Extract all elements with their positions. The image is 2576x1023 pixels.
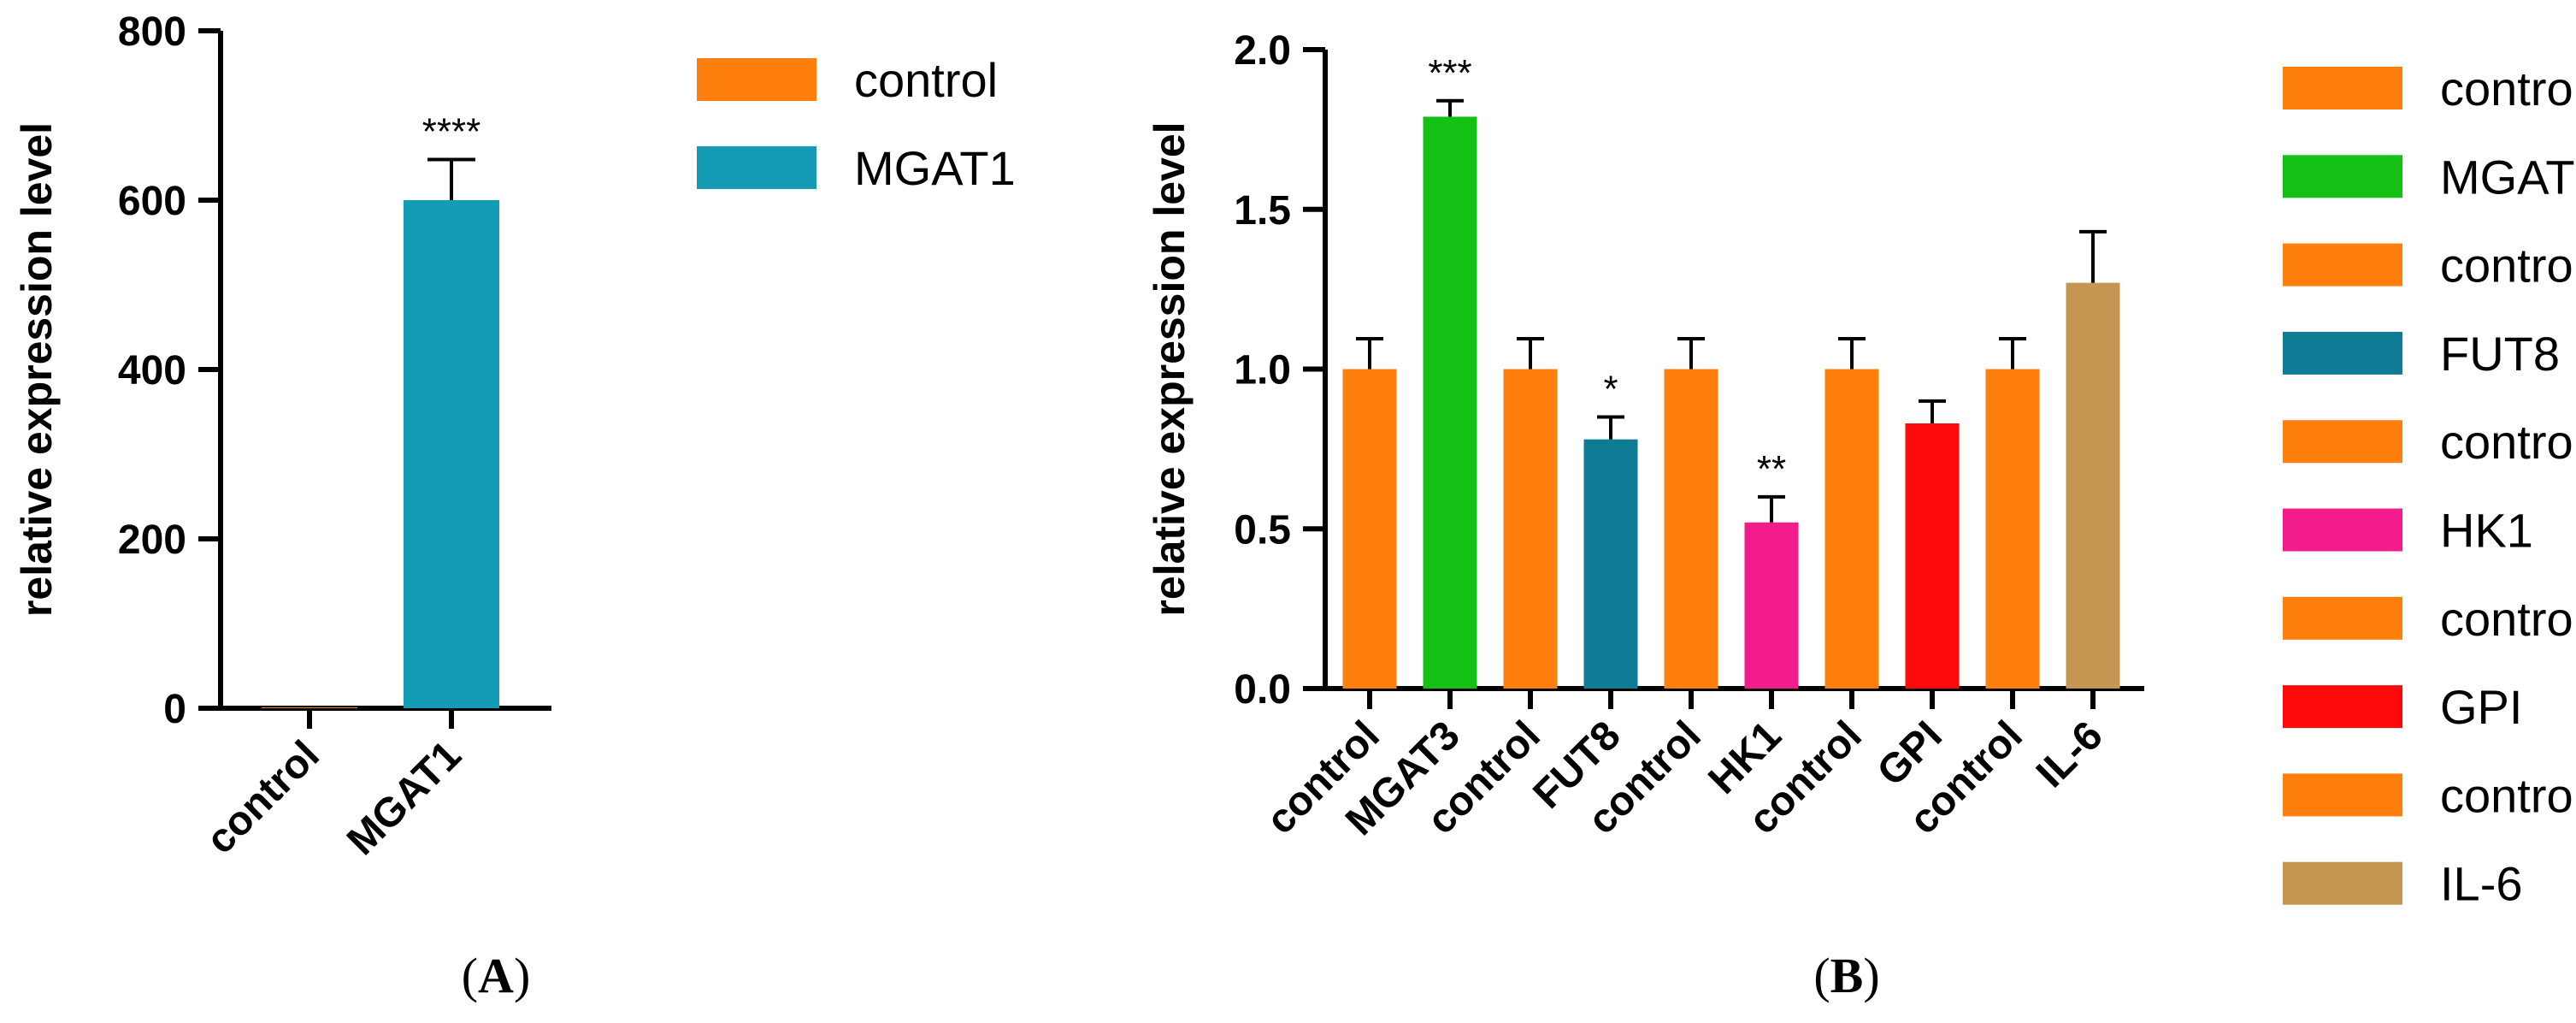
b-legend-label: MGAT3 xyxy=(2440,150,2576,204)
panel-a-caption: (A) xyxy=(462,948,531,1003)
b-y-tick-label: 1.0 xyxy=(1234,348,1291,393)
a-y-axis-label: relative expression level xyxy=(13,122,61,617)
a-legend-swatch xyxy=(697,146,816,189)
b-y-tick-label: 2.0 xyxy=(1234,28,1291,74)
b-legend-label: GPI xyxy=(2440,680,2522,734)
b-legend-label: FUT8 xyxy=(2440,327,2560,381)
b-legend-label: control xyxy=(2440,768,2576,822)
b-significance-label: ** xyxy=(1757,448,1786,490)
b-bar-control xyxy=(1664,369,1718,689)
b-bar-mgat3 xyxy=(1423,116,1477,689)
a-bar-control xyxy=(262,707,357,708)
b-bar-control xyxy=(1503,369,1558,689)
b-legend-swatch xyxy=(2283,420,2402,464)
b-legend-swatch xyxy=(2283,155,2402,198)
b-y-axis-label: relative expression level xyxy=(1146,121,1194,616)
b-legend-swatch xyxy=(2283,67,2402,109)
b-legend-swatch xyxy=(2283,596,2402,640)
a-legend-swatch xyxy=(697,58,816,101)
b-bar-gpi xyxy=(1905,423,1960,689)
a-category-label: MGAT1 xyxy=(339,732,470,864)
a-significance-label: **** xyxy=(422,110,481,152)
b-legend-swatch xyxy=(2283,861,2402,905)
a-y-tick-label: 0 xyxy=(163,687,186,732)
a-legend-label: control xyxy=(854,53,998,107)
panel-b-chart: 0.0 0.5 1.0 1.5 2.0 relative expression level… xyxy=(1146,28,2576,911)
b-bar-hk1 xyxy=(1744,522,1799,689)
b-legend-label: control xyxy=(2440,415,2576,469)
b-y-tick-label: 0.5 xyxy=(1234,507,1291,553)
b-y-tick-label: 0.0 xyxy=(1234,667,1291,713)
b-category-label: IL-6 xyxy=(2028,713,2112,796)
b-legend-swatch xyxy=(2283,331,2402,375)
b-legend-label: IL-6 xyxy=(2440,857,2523,911)
b-legend-label: control xyxy=(2440,62,2576,115)
a-y-tick-label: 600 xyxy=(118,179,186,224)
b-bar-fut8 xyxy=(1583,439,1638,689)
a-legend-label: MGAT1 xyxy=(854,141,1016,195)
a-y-tick-label: 400 xyxy=(118,348,186,393)
b-legend-label: control xyxy=(2440,239,2576,293)
b-bar-control xyxy=(1985,369,2040,689)
b-y-tick-label: 1.5 xyxy=(1234,188,1291,234)
b-legend-swatch xyxy=(2283,685,2402,729)
b-bar-il-6 xyxy=(2066,282,2120,689)
a-category-label: control xyxy=(197,732,327,862)
a-bar-mgat1 xyxy=(404,200,499,708)
b-legend-label: HK1 xyxy=(2440,504,2533,558)
b-bar-control xyxy=(1824,369,1879,689)
b-legend-swatch xyxy=(2283,243,2402,287)
panel-b-caption: (B) xyxy=(1813,948,1879,1003)
b-significance-label: *** xyxy=(1428,52,1471,94)
b-significance-label: * xyxy=(1603,369,1618,411)
b-legend-swatch xyxy=(2283,508,2402,552)
b-legend-label: control xyxy=(2440,592,2576,646)
panel-a-chart: 0 200 400 600 800 relative expression level co… xyxy=(13,9,1016,864)
a-y-tick-label: 800 xyxy=(118,9,186,55)
a-y-tick-label: 200 xyxy=(118,517,186,563)
b-bar-control xyxy=(1342,369,1397,689)
b-legend-swatch xyxy=(2283,773,2402,817)
